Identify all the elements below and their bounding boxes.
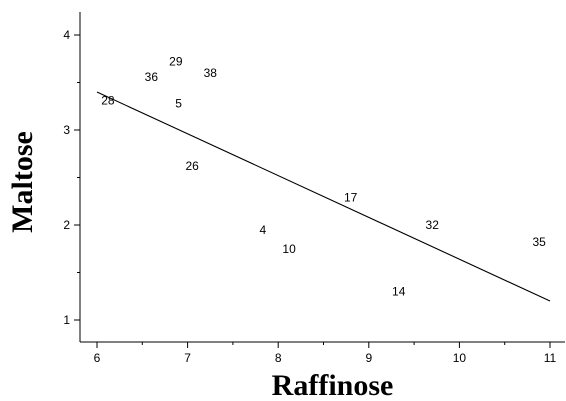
x-tick-label-8: 8 [275, 351, 282, 365]
y-axis-title: Maltose [6, 131, 39, 233]
x-tick-label-7: 7 [184, 351, 191, 365]
point-label-14: 14 [392, 285, 406, 299]
point-label-4: 4 [259, 223, 266, 237]
point-label-36: 36 [145, 70, 159, 84]
y-tick-label-3: 3 [63, 123, 70, 137]
x-axis-title: Raffinose [272, 369, 394, 401]
point-label-17: 17 [344, 190, 358, 204]
x-tick-label-10: 10 [453, 351, 467, 365]
point-label-28: 28 [101, 94, 115, 108]
point-label-26: 26 [185, 159, 199, 173]
data-points: 28 36 29 5 38 26 4 10 17 32 14 35 [101, 55, 546, 299]
x-tick-label-9: 9 [365, 351, 372, 365]
y-tick-label-2: 2 [63, 218, 70, 232]
point-label-38: 38 [204, 66, 218, 80]
axes [79, 12, 565, 343]
point-label-5: 5 [175, 96, 182, 110]
y-tick-label-4: 4 [63, 28, 70, 42]
y-tick-label-1: 1 [63, 313, 70, 327]
point-label-32: 32 [426, 218, 440, 232]
regression-line [96, 91, 551, 302]
point-label-10: 10 [282, 242, 296, 256]
x-tick-label-11: 11 [544, 351, 557, 365]
fit-line-group [96, 91, 551, 302]
x-tick-label-6: 6 [94, 351, 101, 365]
point-label-29: 29 [169, 55, 183, 69]
point-label-35: 35 [532, 235, 546, 249]
